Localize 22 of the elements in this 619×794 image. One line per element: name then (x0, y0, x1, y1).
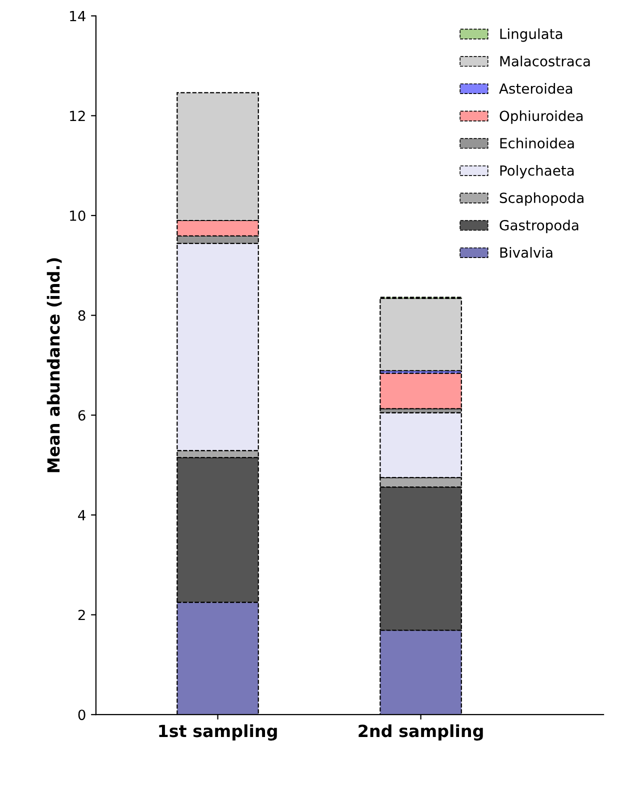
legend-label: Bivalvia (500, 247, 552, 258)
x-tick-label: 2nd sampling (358, 724, 483, 741)
legend-label: Echinoidea (500, 138, 574, 148)
y-tick-label: 10 (70, 210, 86, 221)
legend-label: Ophiuroidea (500, 110, 583, 124)
legend-label: Polychaeta (500, 165, 574, 178)
y-tick-label: 6 (78, 410, 86, 421)
bar (380, 298, 462, 372)
legend-label: Scaphopoda (500, 192, 584, 206)
y-tick-label: 0 (78, 710, 86, 720)
y-tick-label: 4 (78, 510, 86, 520)
bar (380, 372, 462, 410)
legend-label: Malacostraca (500, 56, 590, 66)
y-tick-label: 8 (78, 310, 86, 321)
legend-label: Asteroidea (499, 83, 572, 94)
y-axis-title: Mean abundance (ind.) (46, 258, 62, 472)
x-tick-label: 1st sampling (159, 724, 277, 741)
y-tick-label: 12 (70, 110, 85, 121)
y-tick-label: 14 (70, 11, 86, 22)
legend-label: Gastropoda (500, 220, 578, 234)
y-tick-label: 2 (78, 610, 85, 620)
legend-label: Lingulata (500, 28, 562, 42)
